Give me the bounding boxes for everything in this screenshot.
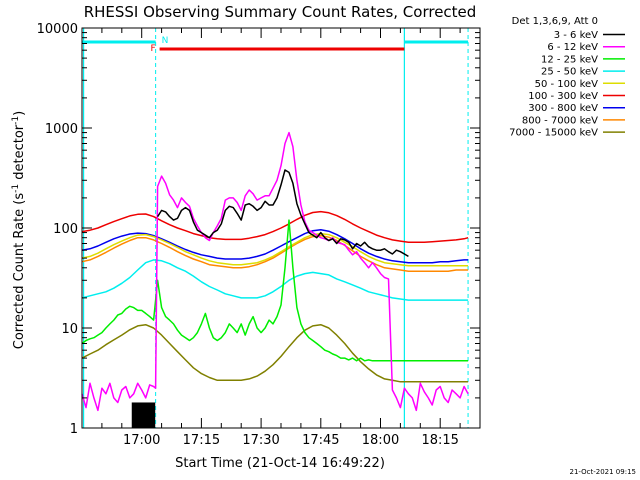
legend-label: 100 - 300 keV bbox=[528, 91, 598, 102]
y-tick-label: 100 bbox=[53, 222, 78, 237]
legend-label: 6 - 12 keV bbox=[547, 42, 598, 53]
x-axis-label: Start Time (21-Oct-14 16:49:22) bbox=[175, 456, 385, 471]
x-tick-label: 18:15 bbox=[421, 433, 458, 448]
series-line-100-300-kev bbox=[81, 210, 469, 244]
night-flag-label: N bbox=[162, 36, 169, 46]
flare-flag-label: F bbox=[150, 44, 155, 54]
series-line-6-12-kev bbox=[81, 131, 469, 412]
x-tick-label: 17:00 bbox=[123, 433, 160, 448]
x-tick-label: 17:15 bbox=[183, 433, 220, 448]
low-count-block bbox=[131, 402, 156, 428]
legend-label: 3 - 6 keV bbox=[554, 30, 598, 41]
x-tick-label: 17:30 bbox=[242, 433, 279, 448]
x-tick-label: 18:00 bbox=[362, 433, 399, 448]
x-tick-label: 17:45 bbox=[302, 433, 339, 448]
y-tick-label: 10000 bbox=[37, 22, 78, 37]
legend-label: 300 - 800 keV bbox=[528, 103, 598, 114]
legend-header: Det 1,3,6,9, Att 0 bbox=[512, 16, 598, 27]
y-tick-label: 10 bbox=[61, 322, 78, 337]
y-tick-label: 1 bbox=[70, 422, 78, 437]
legend-label: 25 - 50 keV bbox=[541, 67, 598, 78]
series-line-50-100-kev bbox=[81, 232, 469, 267]
legend-label: 50 - 100 keV bbox=[535, 79, 599, 90]
y-axis-label: Corrected Count Rate (s-1 detector-1) bbox=[11, 111, 27, 349]
series-line-3-6-kev bbox=[156, 169, 409, 258]
series-line-25-50-kev bbox=[81, 259, 469, 301]
legend-label: 7000 - 15000 keV bbox=[509, 128, 598, 139]
series-line-7000-15000-kev bbox=[81, 323, 469, 383]
series-lines bbox=[81, 131, 469, 412]
legend-label: 12 - 25 keV bbox=[541, 54, 598, 65]
chart-title: RHESSI Observing Summary Count Rates, Co… bbox=[84, 3, 477, 21]
y-tick-label: 1000 bbox=[45, 122, 78, 137]
footer-timestamp: 21-Oct-2021 09:15 bbox=[570, 468, 636, 476]
legend-label: 800 - 7000 keV bbox=[522, 115, 598, 126]
series-line-12-25-kev bbox=[81, 219, 469, 362]
series-line-300-800-kev bbox=[81, 229, 469, 264]
series-line-800-7000-kev bbox=[81, 234, 469, 272]
flag-bars: NF bbox=[82, 28, 469, 428]
axes: 1 10 100 1000 10000 17:00 17:15 17:30 17:45 18:00… bbox=[37, 22, 481, 448]
